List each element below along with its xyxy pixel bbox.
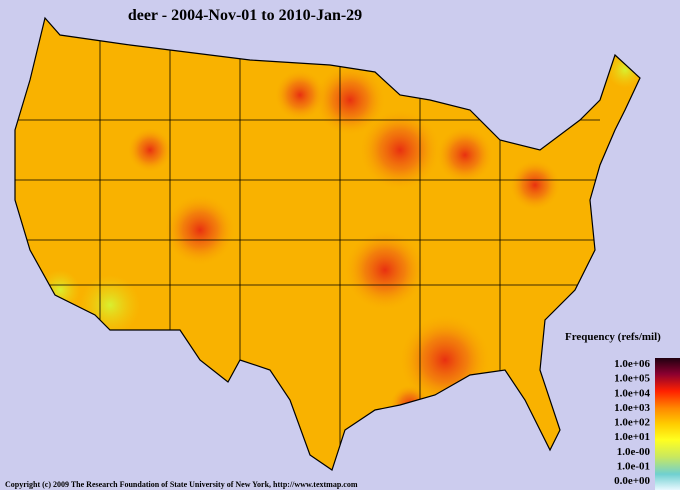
legend-label: 0.0e+00 [614,475,650,487]
legend-label: 1.0e-01 [617,460,650,472]
legend-label: 1.0e-00 [617,446,651,458]
color-scale [655,358,680,490]
legend-labels: 1.0e+06 1.0e+05 1.0e+04 1.0e+03 1.0e+02 1.0e+… [614,358,650,487]
copyright: Copyright (c) 2009 The Research Foundati… [5,480,358,489]
legend-title: Frequency (refs/mil) [565,331,661,343]
legend-label: 1.0e+01 [614,431,650,443]
map-outline [14,16,641,471]
legend-label: 1.0e+04 [614,387,650,399]
legend-label: 1.0e+06 [614,358,650,370]
map-title: deer - 2004-Nov-01 to 2010-Jan-29 [128,7,362,24]
legend-label: 1.0e+02 [614,417,650,429]
legend-label: 1.0e+03 [614,402,650,414]
legend-label: 1.0e+05 [614,373,650,385]
